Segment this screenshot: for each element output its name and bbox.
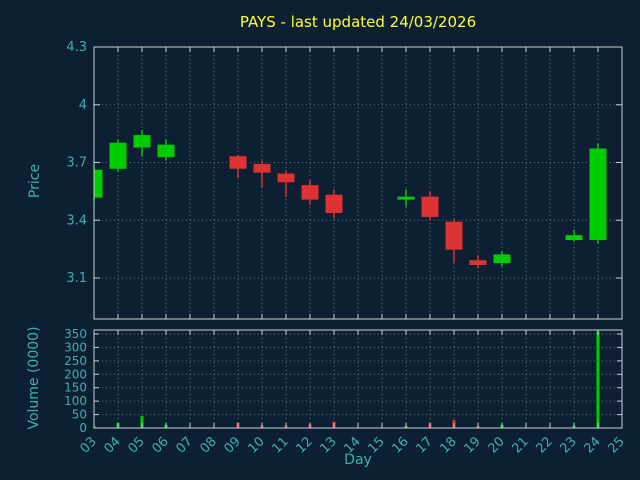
price-tick-label: 3.4 [66,213,87,228]
chart-title: PAYS - last updated 24/03/2026 [239,13,477,31]
volume-tick-label: 100 [64,394,87,408]
day-tick-label: 20 [486,434,508,456]
candle-day-9 [229,154,247,178]
candle-day-6 [157,139,175,161]
price-tick-label: 4.3 [66,40,87,55]
price-tick-label: 4 [79,98,87,113]
day-tick-label: 17 [414,434,436,456]
tick-marks [93,46,623,429]
volume-bar-day-5 [140,415,144,428]
x-axis-label: Day [344,452,372,468]
volume-bars [94,331,600,428]
day-tick-label: 12 [294,434,316,456]
price-tick-label: 3.7 [66,156,87,171]
price-tick-label: 3.1 [66,271,87,286]
volume-tick-label: 50 [72,408,87,422]
candle-day-20 [493,251,511,267]
candles [94,129,607,269]
day-tick-label: 09 [222,434,244,456]
candle-day-18 [445,218,463,263]
candle-day-12 [301,179,319,205]
candle-day-5 [133,129,151,157]
day-tick-label: 14 [342,434,364,456]
volume-tick-label: 250 [64,354,87,368]
day-tick-label: 07 [174,434,196,456]
volume-tick-label: 350 [64,327,87,341]
candle-day-23 [565,229,583,242]
day-tick-label: 10 [246,434,268,456]
day-tick-label: 04 [102,434,124,456]
candle-day-4 [109,139,127,173]
candle-day-11 [277,170,295,198]
day-tick-label: 15 [366,434,388,456]
day-tick-label: 03 [78,434,100,456]
day-tick-label: 24 [582,434,604,456]
volume-tick-label: 150 [64,381,87,395]
candle-day-19 [469,254,487,269]
day-tick-label: 11 [270,434,292,456]
volume-tick-label: 0 [79,421,87,435]
day-tick-label: 18 [438,434,460,456]
gridlines [93,46,623,428]
day-tick-label: 25 [606,434,628,456]
day-tick-label: 06 [150,434,172,456]
day-tick-label: 16 [390,434,412,456]
day-tick-label: 21 [510,434,532,456]
day-tick-label: 08 [198,434,220,456]
volume-tick-label: 300 [64,340,87,354]
candle-day-10 [253,160,271,188]
candle-day-3 [94,166,103,201]
day-tick-label: 19 [462,434,484,456]
day-tick-label: 13 [318,434,340,456]
candle-day-17 [421,191,439,221]
volume-bar-day-24 [596,331,600,428]
candle-day-24 [589,143,607,244]
day-tick-label: 05 [126,434,148,456]
candle-day-16 [397,189,415,207]
day-tick-label: 23 [558,434,580,456]
day-tick-label: 22 [534,434,556,456]
volume-bar-day-3 [94,425,96,428]
volume-tick-label: 200 [64,367,87,381]
candle-day-13 [325,189,343,219]
